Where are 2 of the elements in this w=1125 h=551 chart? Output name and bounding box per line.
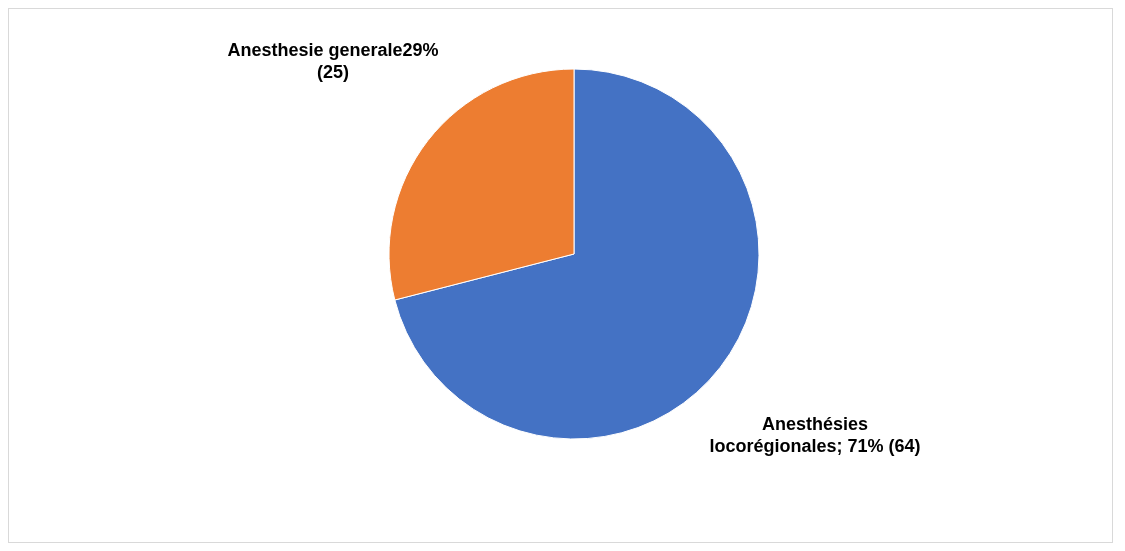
slice-label: Anesthésies locorégionales; 71% (64)	[709, 413, 921, 456]
slice-label: Anesthesie generale29% (25)	[227, 40, 439, 83]
